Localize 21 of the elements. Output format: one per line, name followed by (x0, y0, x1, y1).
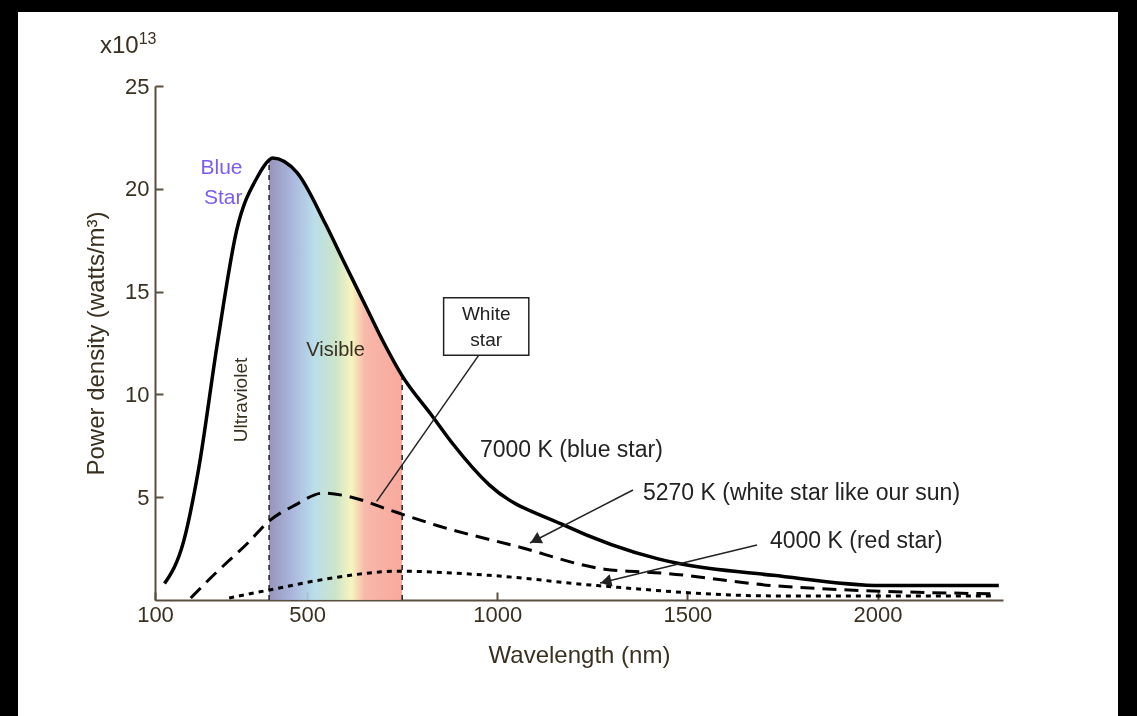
y-tick-label: 5 (137, 484, 150, 510)
y-tick-label: 10 (125, 381, 150, 407)
annotation: Blue Star (200, 154, 243, 208)
annotation: Visible (306, 338, 365, 360)
ref-line-label: Ultraviolet (230, 357, 252, 443)
series-label: 7000 K (blue star) (480, 436, 663, 462)
x-tick-label: 1000 (473, 601, 523, 627)
text: 5270 K (white star like our sun) (643, 479, 961, 505)
text: x10$^{13}$ (100, 30, 157, 59)
x-tick-label: 500 (289, 601, 326, 627)
x-axis-title: Wavelength (nm) (488, 640, 671, 668)
x-tick-label: 100 (137, 601, 174, 627)
annotation: White star (461, 302, 511, 350)
y-tick-label: 20 (125, 176, 150, 202)
y-tick-label: 25 (125, 73, 150, 99)
series-label: 4000 K (red star) (770, 527, 943, 553)
x-tick-label: 1500 (663, 601, 713, 627)
y-tick-label: 15 (125, 279, 150, 305)
line-series (162, 156, 1001, 588)
x-tick-label: 2000 (853, 601, 903, 627)
y-axis-title: Power density (watts/m³) (82, 211, 110, 476)
